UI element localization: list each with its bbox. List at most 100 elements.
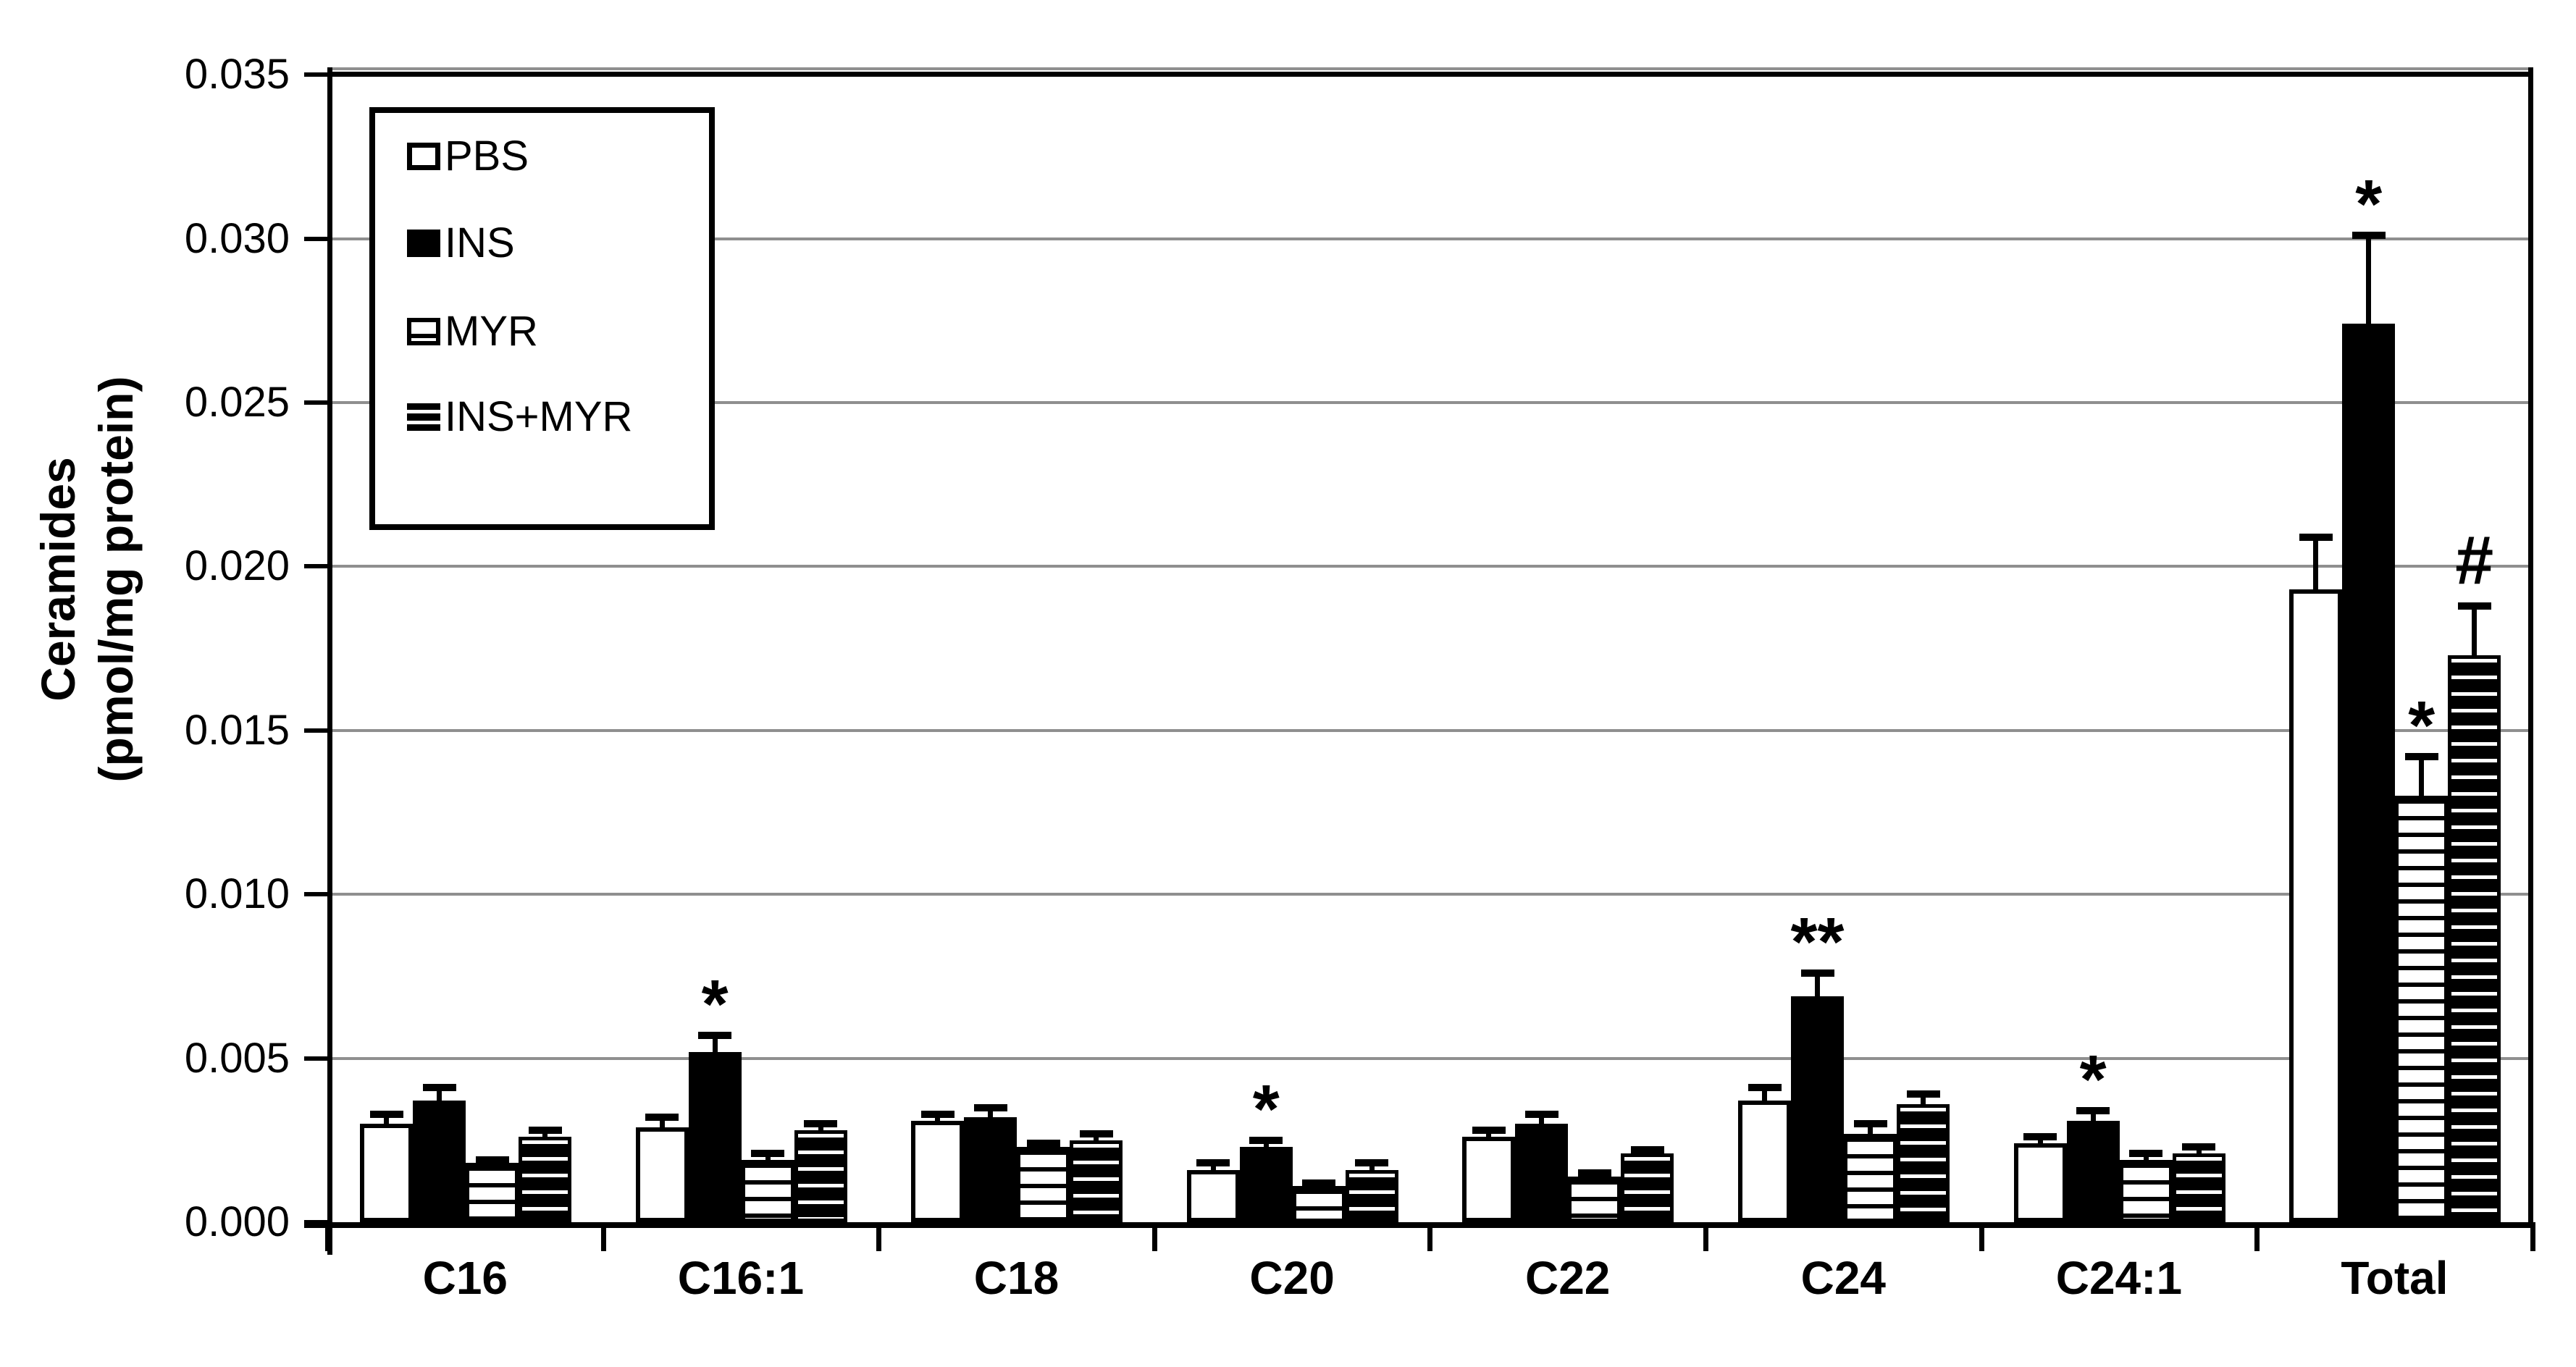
- plot-right-border: [2528, 67, 2533, 1228]
- bar-PBS-C22: [1462, 1137, 1516, 1222]
- plot-top-border: [327, 72, 2533, 77]
- error-bar-cap: [1577, 1169, 1611, 1177]
- bar-INS-C24:1: [2066, 1120, 2120, 1222]
- y-axis-tick: [304, 892, 327, 897]
- x-category-label: C16:1: [677, 1252, 805, 1304]
- y-axis-tick: [304, 72, 327, 77]
- y-axis-line: [327, 67, 332, 1255]
- legend-swatch-dark-stripe-icon: [407, 403, 440, 431]
- significance-marker: *: [701, 965, 729, 1043]
- x-axis-line: [304, 1222, 2533, 1228]
- bar-INS+MYR-C24: [1897, 1103, 1950, 1222]
- error-bar-cap: [1302, 1179, 1336, 1187]
- bar-MYR-C16: [466, 1163, 519, 1222]
- error-bar-cap: [475, 1156, 509, 1164]
- error-bar-cap: [2351, 232, 2386, 240]
- x-axis-tick: [325, 1222, 330, 1251]
- error-bar-cap: [698, 1031, 732, 1039]
- bar-INS-C20: [1239, 1146, 1293, 1222]
- y-axis-tick: [304, 1220, 327, 1224]
- x-category-label: C24:1: [2055, 1252, 2183, 1304]
- bar-INS+MYR-C18: [1070, 1140, 1123, 1222]
- error-bar-stem: [437, 1088, 442, 1101]
- bar-INS+MYR-C16:1: [794, 1130, 847, 1222]
- error-bar-cap: [369, 1110, 403, 1118]
- x-axis-tick: [1703, 1222, 1708, 1251]
- error-bar-cap: [1196, 1159, 1230, 1167]
- x-axis-tick: [1979, 1222, 1984, 1251]
- bar-PBS-C16: [360, 1124, 413, 1222]
- error-bar-stem: [2419, 757, 2425, 796]
- bar-INS-C18: [964, 1117, 1018, 1222]
- bar-INS-C16: [413, 1101, 466, 1222]
- x-category-label: C20: [1249, 1252, 1335, 1304]
- bar-INS-C16:1: [688, 1051, 742, 1222]
- gridline: [327, 237, 2533, 240]
- error-bar-cap: [804, 1120, 838, 1128]
- legend-swatch-open-icon: [407, 143, 440, 170]
- legend-item-pbs: PBS: [407, 135, 529, 178]
- error-bar-stem: [2472, 605, 2478, 655]
- error-bar-cap: [1472, 1127, 1506, 1135]
- error-bar-cap: [2404, 753, 2438, 761]
- x-category-label: C22: [1524, 1252, 1611, 1304]
- x-category-label: C24: [1800, 1252, 1886, 1304]
- error-bar-cap: [2182, 1143, 2216, 1151]
- error-bar-cap: [2129, 1149, 2163, 1157]
- error-bar-cap: [1079, 1130, 1113, 1137]
- significance-marker: *: [2355, 166, 2383, 243]
- error-bar-cap: [1906, 1090, 1940, 1098]
- gridline: [327, 728, 2533, 732]
- bar-MYR-Total: [2395, 796, 2449, 1222]
- bar-PBS-C18: [911, 1120, 965, 1222]
- gridline: [327, 565, 2533, 568]
- y-axis-tick: [304, 400, 327, 405]
- y-tick-label: 0.005: [184, 1034, 290, 1082]
- significance-marker: #: [2455, 521, 2494, 599]
- error-bar-cap: [528, 1127, 562, 1135]
- legend-label-ins-myr: INS+MYR: [445, 393, 633, 440]
- error-bar-cap: [2457, 602, 2491, 610]
- x-axis-tick: [1427, 1222, 1433, 1251]
- legend-label-ins: INS: [445, 219, 515, 266]
- error-bar-cap: [1249, 1136, 1283, 1144]
- y-tick-label: 0.010: [184, 870, 290, 918]
- error-bar-stem: [2313, 537, 2319, 590]
- error-bar-cap: [645, 1114, 679, 1122]
- bar-INS-Total: [2342, 324, 2396, 1222]
- y-axis-tick: [304, 564, 327, 569]
- legend-swatch-solid-icon: [407, 230, 440, 257]
- error-bar-cap: [422, 1084, 456, 1092]
- error-bar-stem: [1868, 1124, 1873, 1134]
- x-category-label: Total: [2341, 1252, 2449, 1304]
- error-bar-cap: [2023, 1133, 2057, 1141]
- bar-INS-C24: [1791, 996, 1844, 1222]
- bar-MYR-C20: [1292, 1186, 1346, 1222]
- error-bar-cap: [1748, 1084, 1782, 1092]
- error-bar-cap: [2299, 533, 2333, 541]
- bar-MYR-C24:1: [2119, 1159, 2173, 1222]
- y-axis-tick: [304, 1056, 327, 1061]
- bar-INS-C22: [1515, 1124, 1569, 1222]
- error-bar-stem: [712, 1035, 718, 1052]
- legend-item-ins: INS: [407, 222, 515, 265]
- bar-PBS-Total: [2289, 589, 2343, 1222]
- legend-label-pbs: PBS: [445, 133, 529, 180]
- error-bar-cap: [1800, 969, 1834, 977]
- bar-MYR-C16:1: [741, 1159, 794, 1222]
- bar-INS+MYR-C20: [1345, 1169, 1398, 1222]
- error-bar-cap: [2076, 1107, 2110, 1115]
- gridline: [327, 893, 2533, 896]
- error-bar-cap: [1026, 1140, 1060, 1148]
- gridline: [327, 67, 2533, 71]
- y-tick-label: 0.030: [184, 214, 290, 262]
- error-bar-cap: [751, 1149, 785, 1157]
- error-bar-cap: [1853, 1120, 1887, 1128]
- error-bar-stem: [1921, 1094, 1926, 1104]
- y-tick-label: 0.015: [184, 706, 290, 754]
- legend-item-myr: MYR: [407, 310, 538, 353]
- error-bar-stem: [2090, 1111, 2096, 1121]
- x-category-label: C18: [973, 1252, 1060, 1304]
- bar-MYR-C24: [1844, 1133, 1897, 1222]
- gridline: [327, 401, 2533, 404]
